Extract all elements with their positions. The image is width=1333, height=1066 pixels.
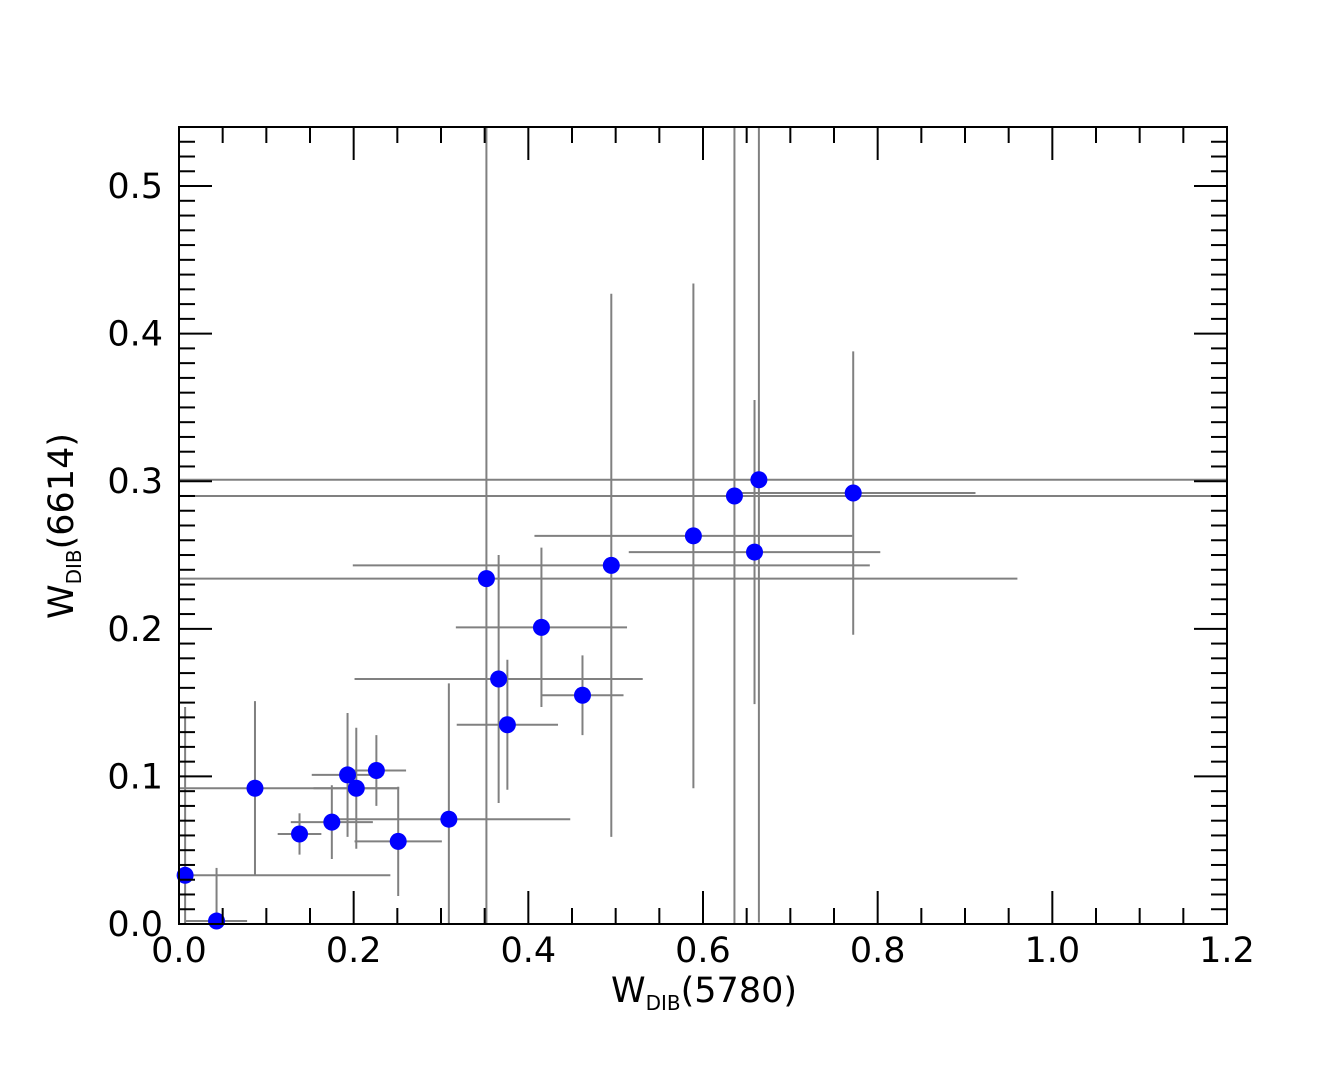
y-tick-label: 0.5	[107, 167, 163, 207]
data-point	[339, 766, 357, 784]
tick-label-layer: 0.0 0.2 0.4 0.6 0.8 1.0 1.2 0.0 0.1 0.2 0.3 0.4 0.5	[107, 167, 1255, 971]
data-point	[440, 810, 458, 828]
x-axis-label: WDIB(5780)	[611, 971, 797, 1015]
data-point	[208, 912, 226, 930]
x-tick-label: 1.0	[1024, 931, 1080, 971]
data-point	[389, 832, 407, 850]
x-tick-label: 0.4	[500, 931, 556, 971]
data-point	[725, 487, 743, 505]
data-point	[684, 527, 702, 545]
y-tick-label: 0.0	[107, 905, 163, 945]
y-axis-label: WDIB(6614)	[42, 433, 86, 619]
point-layer	[176, 471, 862, 930]
data-point	[367, 762, 385, 780]
data-point	[291, 825, 309, 843]
x-tick-label: 0.8	[850, 931, 906, 971]
x-tick-label: 0.0	[151, 931, 207, 971]
data-point	[498, 716, 516, 734]
data-point	[477, 570, 495, 588]
data-point	[844, 484, 862, 502]
x-tick-label: 1.2	[1199, 931, 1255, 971]
data-point	[246, 779, 264, 797]
y-tick-label: 0.2	[107, 610, 163, 650]
data-point	[746, 543, 764, 561]
data-point	[573, 686, 591, 704]
data-point	[323, 813, 341, 831]
plot-frame	[178, 126, 1228, 925]
x-tick-label: 0.2	[326, 931, 382, 971]
data-point	[490, 670, 508, 688]
errorbar-layer	[179, 127, 1227, 924]
y-tick-label: 0.1	[107, 757, 163, 797]
data-point	[532, 618, 550, 636]
data-point	[750, 471, 768, 489]
x-tick-label: 0.6	[675, 931, 731, 971]
tick-layer	[178, 126, 1228, 925]
data-point	[602, 556, 620, 574]
y-tick-label: 0.4	[107, 315, 163, 355]
y-tick-label: 0.3	[107, 462, 163, 502]
data-point	[347, 779, 365, 797]
